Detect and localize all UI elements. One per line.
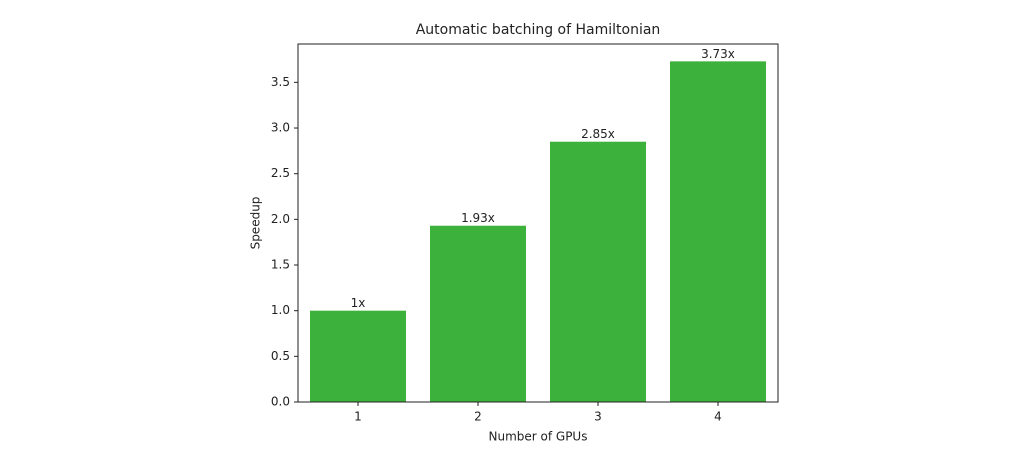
y-tick-label: 2.0 [271, 212, 290, 226]
y-tick-label: 0.5 [271, 349, 290, 363]
x-tick-label: 1 [354, 410, 362, 424]
y-tick-label: 1.0 [271, 303, 290, 317]
bar [550, 141, 646, 402]
bar [670, 61, 766, 402]
value-label: 1x [351, 296, 366, 310]
y-tick-label: 0.0 [271, 395, 290, 409]
chart-title: Automatic batching of Hamiltonian [416, 22, 661, 38]
value-label: 1.93x [461, 211, 495, 225]
bar [430, 225, 526, 402]
y-tick-label: 2.5 [271, 166, 290, 180]
x-axis-label: Number of GPUs [489, 430, 588, 444]
y-tick-label: 1.5 [271, 258, 290, 272]
bar [310, 310, 406, 402]
y-tick-label: 3.0 [271, 121, 290, 135]
x-tick-label: 3 [594, 410, 602, 424]
value-label: 2.85x [581, 127, 615, 141]
value-label: 3.73x [701, 47, 735, 61]
plot-frame [297, 43, 779, 403]
y-axis-label: Speedup [249, 197, 263, 250]
x-tick-label: 2 [474, 410, 482, 424]
y-tick-label: 3.5 [271, 75, 290, 89]
x-tick-label: 4 [714, 410, 722, 424]
